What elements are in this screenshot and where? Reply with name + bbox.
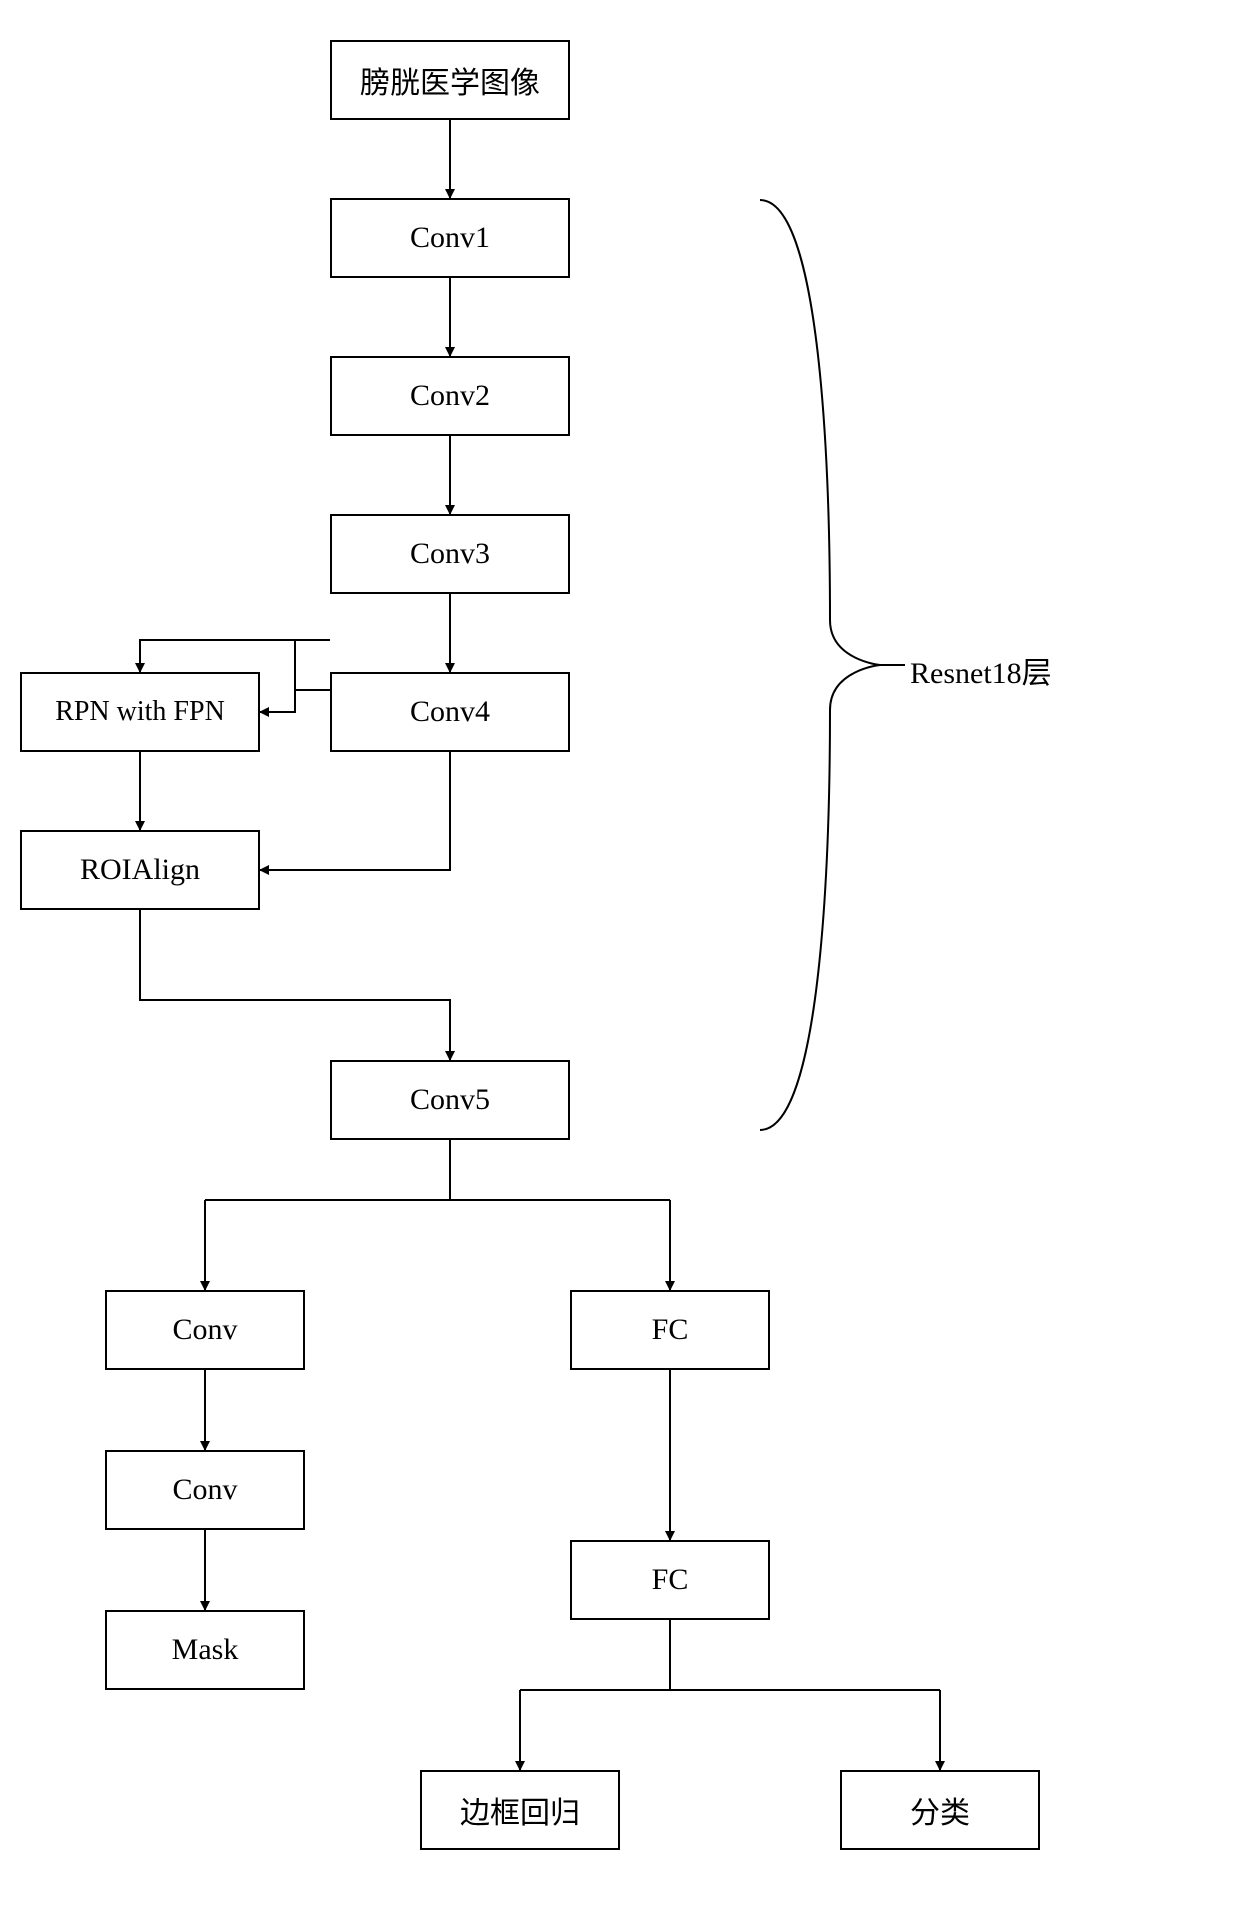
node-roi: ROIAlign: [20, 830, 260, 910]
node-conv-b-label: Conv: [172, 1473, 237, 1507]
node-cls-label: 分类: [910, 1788, 970, 1832]
node-conv3: Conv3: [330, 514, 570, 594]
node-input-label: 膀胱医学图像: [360, 58, 540, 102]
node-conv-b: Conv: [105, 1450, 305, 1530]
node-rpn-label: RPN with FPN: [55, 696, 225, 728]
annotation-resnet18-text: Resnet18层: [910, 657, 1052, 690]
node-mask: Mask: [105, 1610, 305, 1690]
node-conv4: Conv4: [330, 672, 570, 752]
node-cls: 分类: [840, 1770, 1040, 1850]
node-input: 膀胱医学图像: [330, 40, 570, 120]
node-conv5-label: Conv5: [410, 1083, 490, 1117]
node-conv1: Conv1: [330, 198, 570, 278]
node-conv2: Conv2: [330, 356, 570, 436]
node-fc2: FC: [570, 1540, 770, 1620]
node-bbox: 边框回归: [420, 1770, 620, 1850]
node-conv-a: Conv: [105, 1290, 305, 1370]
node-rpn: RPN with FPN: [20, 672, 260, 752]
node-fc1: FC: [570, 1290, 770, 1370]
node-fc2-label: FC: [652, 1563, 689, 1597]
node-conv-a-label: Conv: [172, 1313, 237, 1347]
node-conv3-label: Conv3: [410, 537, 490, 571]
node-mask-label: Mask: [172, 1633, 239, 1667]
node-conv2-label: Conv2: [410, 379, 490, 413]
annotation-resnet18: Resnet18层: [910, 648, 1052, 692]
node-fc1-label: FC: [652, 1313, 689, 1347]
node-conv1-label: Conv1: [410, 221, 490, 255]
node-conv5: Conv5: [330, 1060, 570, 1140]
node-roi-label: ROIAlign: [80, 853, 200, 887]
node-bbox-label: 边框回归: [460, 1788, 580, 1832]
node-conv4-label: Conv4: [410, 695, 490, 729]
